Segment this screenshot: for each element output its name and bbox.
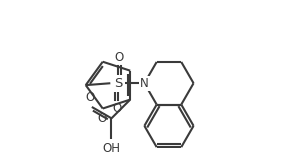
Text: O: O — [112, 102, 122, 115]
Text: O: O — [85, 91, 95, 104]
Text: O: O — [114, 51, 124, 64]
Text: N: N — [140, 77, 149, 90]
Text: O: O — [97, 112, 106, 125]
Text: OH: OH — [102, 142, 120, 155]
Text: S: S — [114, 77, 122, 90]
